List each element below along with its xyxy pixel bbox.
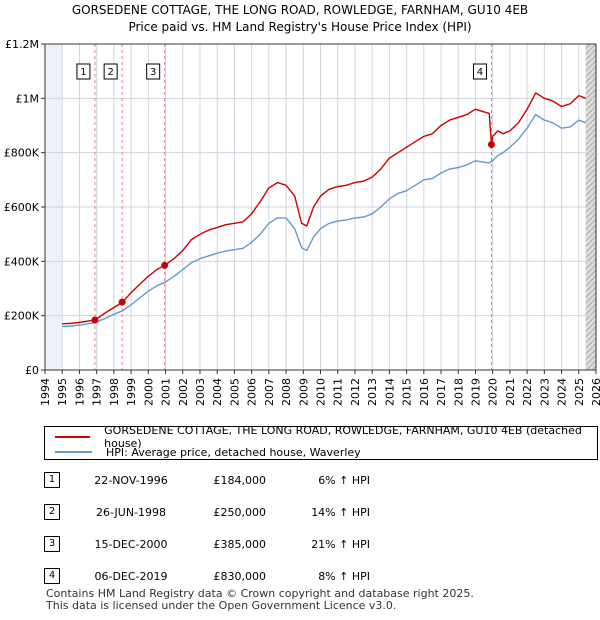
sale-hpi-change: 21% ↑ HPI [311, 538, 370, 551]
sale-price: £830,000 [213, 570, 267, 583]
sale-number-badge: 2 [44, 504, 60, 520]
y-tick-label: £0 [25, 364, 39, 377]
sale-label-box [76, 63, 91, 80]
sale-row: 2 26-JUN-1998 £250,000 14% ↑ HPI [44, 504, 444, 524]
x-tick-label: 2018 [452, 378, 465, 406]
x-tick-label: 2004 [211, 378, 224, 406]
legend-swatch-property [55, 436, 91, 438]
sale-number-badge: 3 [44, 536, 60, 552]
sale-date: 06-DEC-2019 [94, 570, 168, 583]
x-tick-label: 1999 [125, 378, 138, 406]
footer-attribution: Contains HM Land Registry data © Crown c… [46, 588, 474, 612]
x-tick-label: 1997 [91, 378, 104, 406]
sale-row: 1 22-NOV-1996 £184,000 6% ↑ HPI [44, 472, 444, 492]
sale-label-number: 2 [107, 67, 113, 78]
sale-label-number: 4 [477, 67, 483, 78]
x-tick-label: 2007 [263, 378, 276, 406]
x-tick-label: 2011 [332, 378, 345, 406]
x-tick-label: 2002 [177, 378, 190, 406]
sale-price: £385,000 [213, 538, 267, 551]
x-tick-label: 2000 [142, 378, 155, 406]
sale-label-number: 1 [80, 67, 86, 78]
y-tick-label: £800K [4, 147, 40, 160]
sale-row: 4 06-DEC-2019 £830,000 8% ↑ HPI [44, 568, 444, 588]
hpi-line [62, 113, 586, 328]
sale-row: 3 15-DEC-2000 £385,000 21% ↑ HPI [44, 536, 444, 556]
sale-date: 26-JUN-1998 [95, 506, 167, 519]
x-tick-label: 2020 [487, 378, 500, 406]
legend-label-property: GORSEDENE COTTAGE, THE LONG ROAD, ROWLED… [104, 424, 582, 450]
x-tick-label: 2015 [401, 378, 414, 406]
plot-frame [44, 43, 597, 371]
property-price-line [62, 92, 586, 325]
y-tick-label: £200K [4, 310, 40, 323]
legend-item-property: GORSEDENE COTTAGE, THE LONG ROAD, ROWLED… [55, 424, 597, 450]
x-tick-label: 2017 [435, 378, 448, 406]
sale-number-badge: 4 [44, 568, 60, 584]
sale-label-box [146, 63, 161, 80]
sale-point [487, 141, 495, 149]
legend: GORSEDENE COTTAGE, THE LONG ROAD, ROWLED… [44, 424, 598, 460]
x-tick-label: 2010 [315, 378, 328, 406]
x-tick-label: 2001 [160, 378, 173, 406]
x-tick-label: 1998 [108, 378, 121, 406]
x-tick-label: 2022 [521, 378, 534, 406]
legend-item-hpi: HPI: Average price, detached house, Wave… [55, 444, 361, 460]
x-tick-label: 2016 [418, 378, 431, 406]
sale-label-number: 3 [150, 67, 156, 78]
x-tick-label: 1996 [73, 378, 86, 406]
price-chart: GORSEDENE COTTAGE, THE LONG ROAD, ROWLED… [4, 3, 600, 406]
y-tick-label: £1M [16, 92, 40, 105]
x-tick-label: 2026 [590, 378, 600, 406]
x-tick-label: 1995 [56, 378, 69, 406]
x-tick-label: 2013 [366, 378, 379, 406]
x-tick-label: 2025 [573, 378, 586, 406]
x-tick-label: 2009 [297, 378, 310, 406]
sale-hpi-change: 8% ↑ HPI [318, 570, 370, 583]
x-tick-label: 2019 [469, 378, 482, 406]
legend-label-hpi: HPI: Average price, detached house, Wave… [106, 445, 361, 459]
sale-point [161, 261, 169, 269]
x-tick-label: 2006 [246, 378, 259, 406]
footer-copyright: Contains HM Land Registry data © Crown c… [46, 587, 474, 600]
sale-price: £250,000 [213, 506, 267, 519]
footer-licence: This data is licensed under the Open Gov… [46, 599, 397, 612]
x-tick-label: 1994 [39, 378, 52, 406]
sale-label-box [103, 63, 118, 80]
chart-subtitle: Price paid vs. HM Land Registry's House … [128, 20, 471, 34]
sale-point [91, 316, 99, 324]
x-tick-label: 2024 [556, 378, 569, 406]
sale-hpi-change: 6% ↑ HPI [318, 474, 370, 487]
y-tick-label: £400K [4, 255, 40, 268]
x-tick-label: 2005 [228, 378, 241, 406]
x-tick-label: 2021 [504, 378, 517, 406]
sale-label-box [472, 63, 487, 80]
sale-date: 15-DEC-2000 [94, 538, 168, 551]
sale-hpi-change: 14% ↑ HPI [311, 506, 370, 519]
sale-price: £184,000 [213, 474, 267, 487]
y-tick-label: £600K [4, 201, 40, 214]
sale-date: 22-NOV-1996 [94, 474, 168, 487]
sale-number-badge: 1 [44, 472, 60, 488]
sale-point [118, 298, 126, 306]
y-tick-label: £1.2M [5, 38, 39, 51]
x-tick-label: 2023 [538, 378, 551, 406]
x-tick-label: 2003 [194, 378, 207, 406]
x-tick-label: 2008 [280, 378, 293, 406]
chart-title: GORSEDENE COTTAGE, THE LONG ROAD, ROWLED… [72, 3, 528, 17]
legend-swatch-hpi [55, 451, 92, 453]
x-tick-label: 2014 [383, 378, 396, 406]
x-tick-label: 2012 [349, 378, 362, 406]
